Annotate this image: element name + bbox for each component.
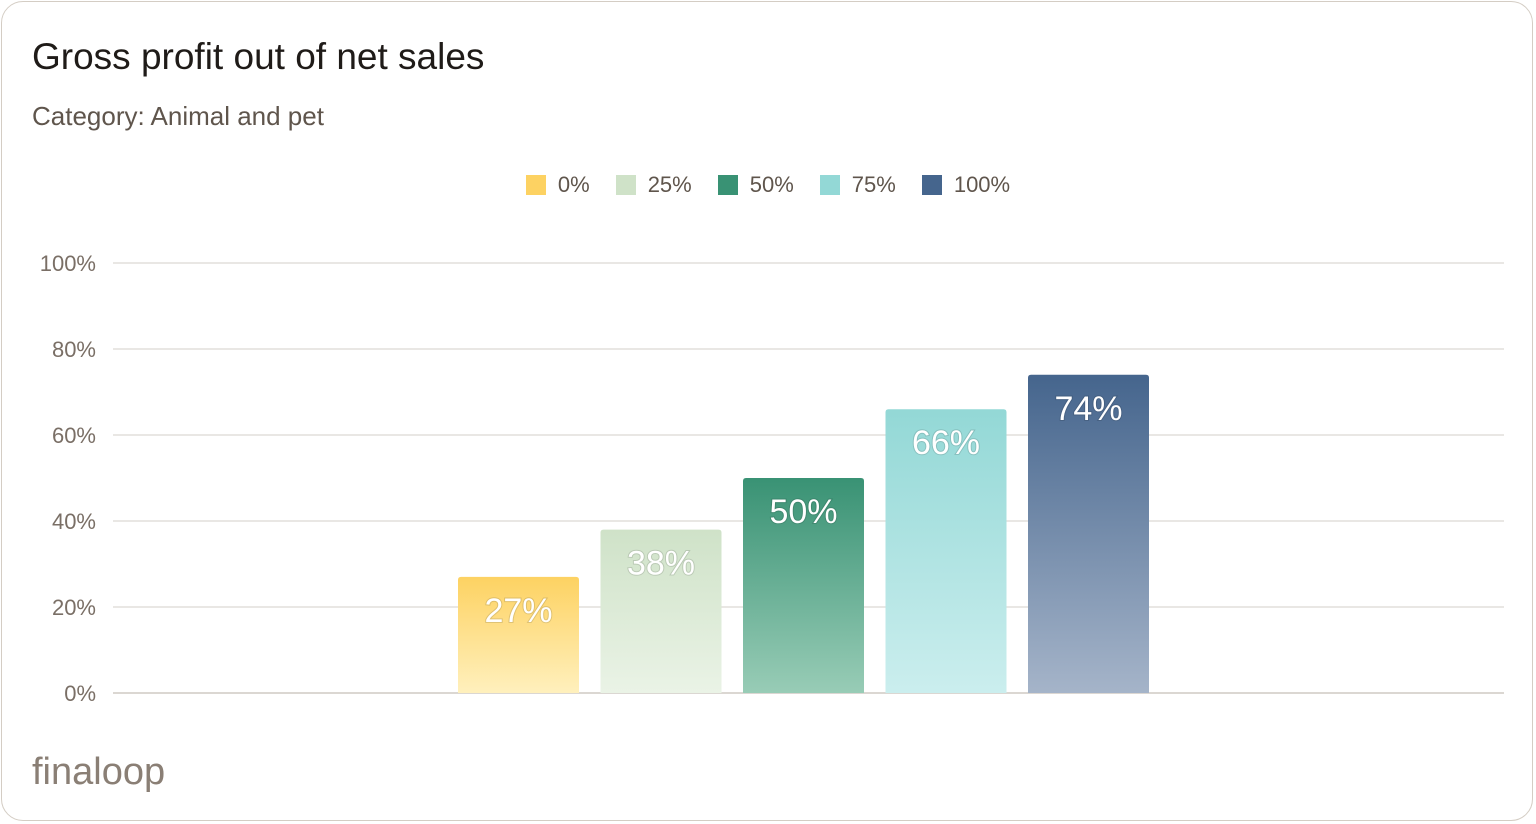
legend-item-25[interactable]: 25% (615, 172, 692, 198)
bar-25pct[interactable] (600, 529, 722, 693)
chart-title: Gross profit out of net sales (32, 36, 485, 77)
bar-value-label: 74% (1054, 390, 1122, 428)
y-tick-label: 40% (52, 509, 96, 534)
legend-item-100[interactable]: 100% (921, 172, 1011, 198)
bar-0pct[interactable] (458, 576, 579, 693)
bars (458, 374, 1149, 693)
legend-swatch-75 (819, 175, 840, 195)
legend-swatch-50 (717, 175, 738, 195)
legend-item-75[interactable]: 75% (819, 172, 896, 198)
bar-100pct[interactable] (1028, 374, 1149, 693)
bar-value-label: 50% (769, 493, 837, 531)
legend-swatch-0 (525, 175, 546, 195)
data-labels: 27% 38% 50% 66% 74% (483, 389, 1123, 631)
legend-swatch-25 (615, 175, 636, 195)
y-tick-label: 100% (40, 251, 96, 276)
gridlines (113, 262, 1504, 694)
bar-value-label: 66% (912, 424, 980, 462)
y-tick-label: 80% (52, 337, 96, 362)
y-tick-label: 0% (64, 681, 96, 706)
legend-label-0: 0% (557, 172, 590, 197)
legend-label-100: 100% (953, 172, 1011, 197)
logo-text: finaloop (32, 751, 165, 793)
legend-label-50: 50% (749, 172, 794, 197)
legend-item-50[interactable]: 50% (717, 172, 794, 198)
bar-75pct[interactable] (885, 409, 1007, 693)
y-tick-label: 60% (52, 423, 96, 448)
legend-swatch-100 (921, 175, 942, 195)
finaloop-logo: finaloop (32, 751, 165, 793)
chart-subtitle: Category: Animal and pet (32, 101, 324, 131)
bar-value-label: 27% (484, 592, 552, 630)
chart-legend: 0% 25% 50% 75% 100% (0, 172, 1536, 198)
bar-50pct[interactable] (743, 478, 864, 693)
legend-item-0[interactable]: 0% (525, 172, 590, 198)
bar-value-label: 38% (627, 545, 695, 583)
legend-label-25: 25% (647, 172, 692, 197)
legend-label-75: 75% (851, 172, 896, 197)
y-axis: 0% 20% 40% 60% 80% 100% (40, 251, 96, 706)
y-tick-label: 20% (52, 595, 96, 620)
